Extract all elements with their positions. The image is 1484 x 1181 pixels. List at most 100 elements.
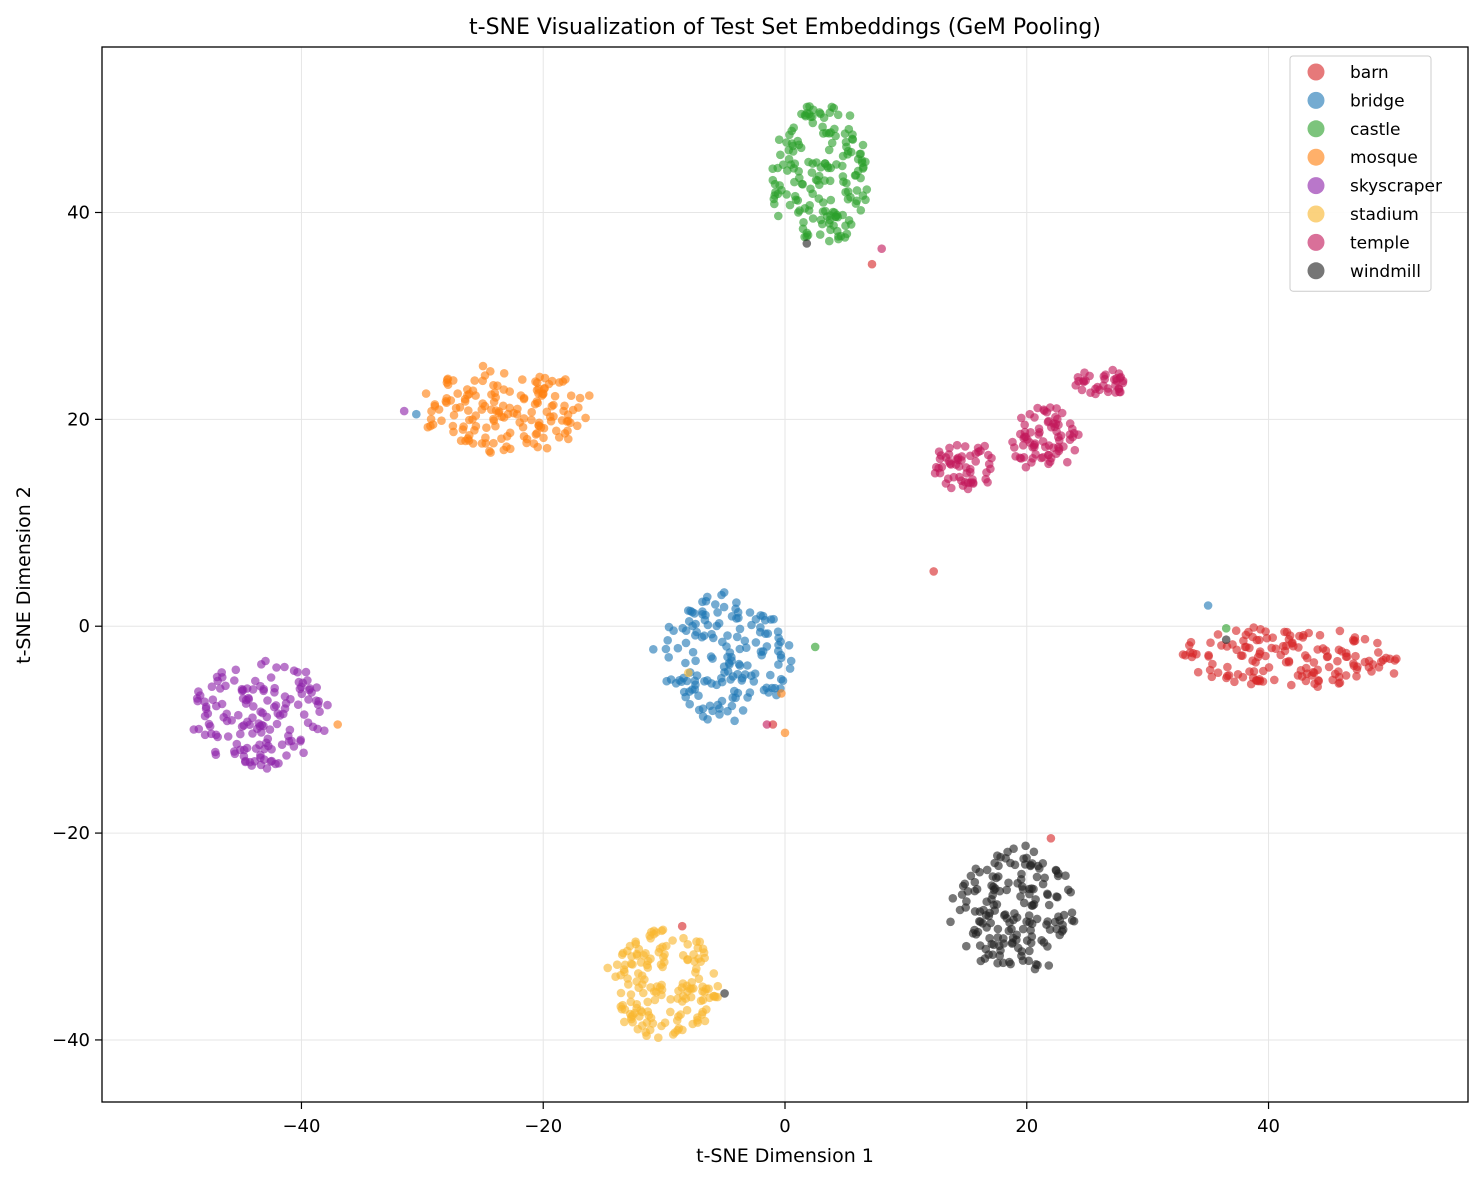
point-windmill [1221, 635, 1231, 644]
point-skyscraper [267, 756, 277, 766]
point-mosque [780, 728, 790, 738]
point-castle [858, 191, 868, 200]
point-windmill [1018, 924, 1028, 934]
point-barn [1323, 652, 1332, 661]
point-skyscraper [270, 683, 280, 693]
point-castle [791, 195, 801, 205]
point-bridge [701, 596, 711, 606]
point-bridge [718, 637, 727, 647]
point-castle [810, 642, 820, 652]
point-barn [1246, 679, 1256, 689]
point-castle [844, 216, 854, 225]
point-stadium [698, 944, 708, 954]
point-stadium [713, 981, 723, 991]
point-mosque [491, 421, 500, 431]
point-skyscraper [234, 710, 243, 720]
point-temple [982, 468, 991, 477]
point-bridge [1203, 601, 1213, 610]
legend-label-barn: barn [1350, 63, 1389, 83]
point-bridge [688, 647, 698, 657]
point-stadium [660, 957, 669, 967]
point-castle [802, 232, 811, 241]
point-barn [1213, 630, 1223, 639]
point-barn [677, 921, 687, 931]
point-castle [815, 108, 824, 117]
point-temple [1017, 413, 1026, 423]
point-temple [1111, 388, 1120, 397]
point-barn [1310, 679, 1319, 688]
point-stadium [637, 1007, 647, 1017]
point-mosque [552, 426, 561, 436]
point-castle [830, 124, 839, 134]
point-skyscraper [194, 687, 203, 696]
point-temple [1111, 380, 1120, 390]
point-windmill [720, 989, 729, 998]
point-temple [1025, 409, 1035, 419]
point-bridge [733, 688, 743, 698]
x-tick-label: 0 [779, 1116, 790, 1137]
point-castle [825, 176, 835, 186]
y-tick-label: −40 [52, 1030, 90, 1051]
point-barn [1262, 633, 1272, 643]
point-barn [1233, 670, 1243, 679]
point-barn [1352, 672, 1361, 681]
point-mosque [533, 442, 542, 452]
point-skyscraper [200, 711, 210, 721]
point-barn [1297, 672, 1307, 681]
point-skyscraper [270, 702, 279, 712]
point-stadium [620, 967, 629, 977]
point-mosque [464, 406, 473, 415]
point-mosque [477, 405, 487, 414]
point-windmill [957, 890, 967, 899]
point-mosque [499, 369, 509, 378]
point-windmill [1018, 956, 1028, 965]
point-barn [1298, 633, 1308, 642]
point-skyscraper [399, 406, 409, 416]
point-castle [852, 186, 862, 195]
point-bridge [743, 661, 752, 670]
point-barn [1188, 648, 1198, 658]
point-mosque [539, 433, 548, 443]
y-tick-label: 20 [67, 409, 90, 430]
point-bridge [776, 653, 786, 663]
point-stadium [700, 1016, 710, 1026]
point-temple [943, 474, 953, 484]
point-windmill [1004, 926, 1014, 936]
point-castle [857, 156, 867, 165]
point-barn [1255, 635, 1264, 645]
point-stadium [623, 946, 632, 956]
point-bridge [740, 636, 750, 646]
point-windmill [970, 925, 979, 935]
point-temple [1116, 372, 1126, 382]
point-stadium [650, 995, 660, 1005]
point-temple [1034, 430, 1043, 439]
point-castle [823, 161, 832, 171]
point-mosque [486, 448, 495, 457]
point-windmill [1017, 947, 1027, 956]
point-barn [1335, 678, 1345, 687]
point-mosque [480, 371, 490, 380]
point-barn [1309, 658, 1319, 667]
point-barn [1224, 671, 1234, 680]
point-bridge [664, 653, 673, 662]
point-skyscraper [227, 716, 236, 725]
point-temple [1054, 420, 1063, 430]
point-bridge [723, 631, 732, 640]
point-castle [858, 140, 868, 150]
point-bridge [700, 615, 710, 625]
point-bridge [717, 677, 727, 687]
point-stadium [691, 968, 700, 977]
point-stadium [692, 937, 701, 946]
point-bridge [732, 632, 742, 642]
point-skyscraper [275, 711, 285, 720]
x-axis-label: t-SNE Dimension 1 [696, 1145, 874, 1167]
point-temple [957, 452, 967, 461]
point-castle [776, 150, 785, 160]
point-temple [1070, 445, 1080, 455]
point-barn [1341, 671, 1351, 680]
point-stadium [626, 997, 636, 1007]
point-mosque [489, 397, 499, 407]
point-stadium [668, 936, 677, 945]
point-stadium [655, 983, 665, 992]
point-barn [1259, 666, 1268, 676]
